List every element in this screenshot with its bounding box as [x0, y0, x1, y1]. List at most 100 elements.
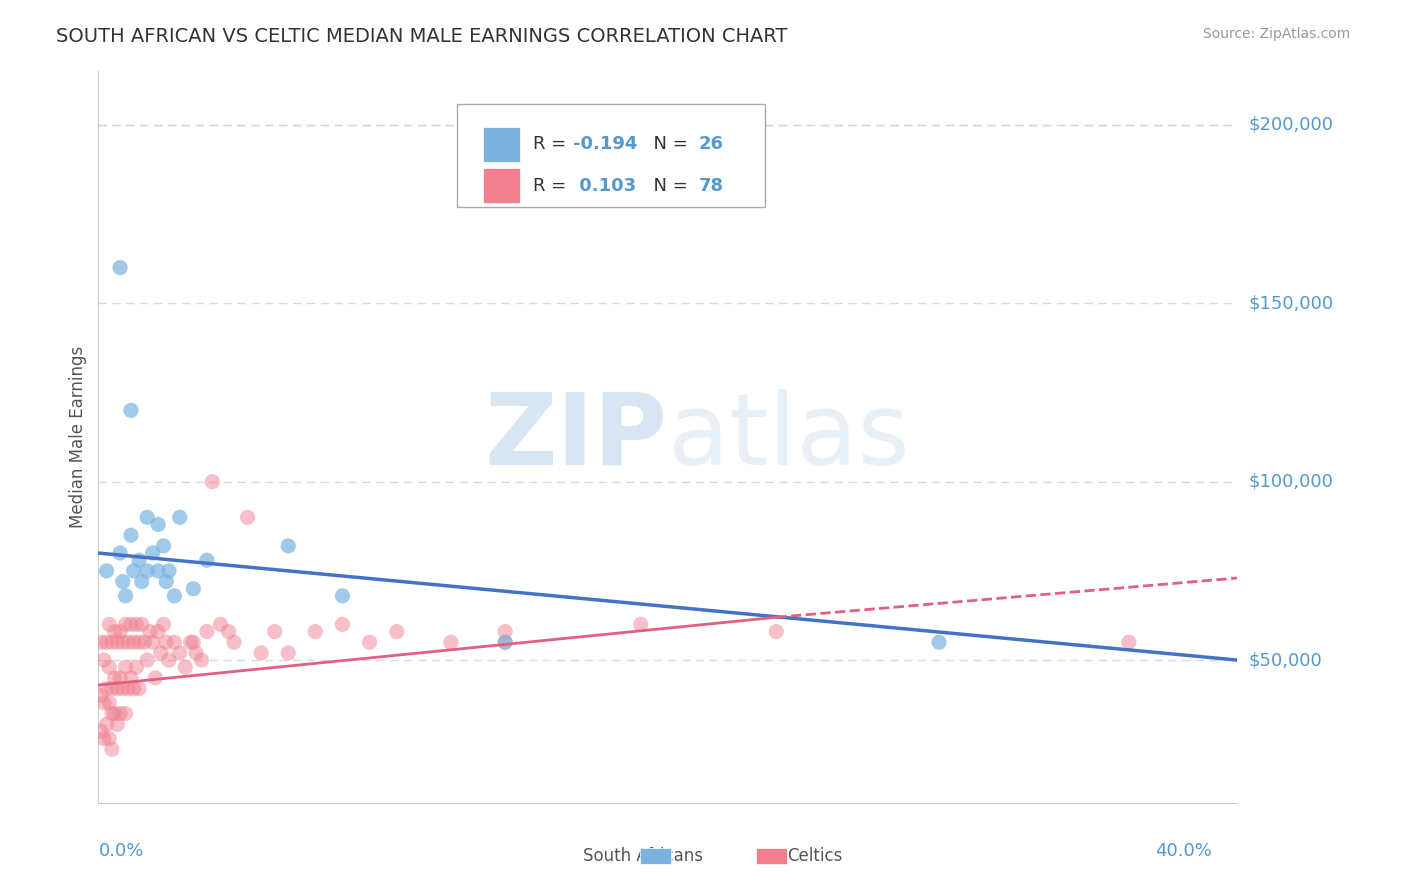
- Point: [146, 564, 169, 578]
- Point: [385, 624, 408, 639]
- Point: [277, 646, 299, 660]
- Point: [222, 635, 245, 649]
- Point: [236, 510, 259, 524]
- Point: [152, 617, 174, 632]
- Point: [96, 717, 118, 731]
- Point: [174, 660, 197, 674]
- Point: [108, 706, 131, 721]
- Point: [142, 635, 165, 649]
- Point: [139, 624, 162, 639]
- Point: [184, 646, 207, 660]
- Text: -0.194: -0.194: [574, 135, 638, 153]
- Point: [190, 653, 212, 667]
- Point: [218, 624, 240, 639]
- Point: [93, 653, 115, 667]
- Point: [114, 589, 136, 603]
- Point: [136, 564, 159, 578]
- Text: South Africans: South Africans: [583, 847, 703, 865]
- Point: [277, 539, 299, 553]
- Point: [96, 564, 118, 578]
- Point: [122, 681, 145, 696]
- Point: [142, 546, 165, 560]
- Point: [98, 660, 121, 674]
- Point: [209, 617, 232, 632]
- Point: [108, 260, 131, 275]
- Point: [332, 589, 354, 603]
- Text: $150,000: $150,000: [1249, 294, 1333, 312]
- Point: [90, 689, 112, 703]
- Point: [107, 717, 129, 731]
- Text: Celtics: Celtics: [787, 847, 842, 865]
- Text: ZIP: ZIP: [485, 389, 668, 485]
- Point: [440, 635, 463, 649]
- Point: [155, 635, 177, 649]
- Text: N =: N =: [641, 177, 693, 195]
- Text: 0.0%: 0.0%: [98, 842, 143, 860]
- Y-axis label: Median Male Earnings: Median Male Earnings: [69, 346, 87, 528]
- Point: [108, 624, 131, 639]
- Point: [108, 546, 131, 560]
- Point: [111, 635, 134, 649]
- Point: [128, 635, 150, 649]
- Text: $50,000: $50,000: [1249, 651, 1322, 669]
- Point: [169, 510, 191, 524]
- Point: [90, 724, 112, 739]
- Point: [93, 731, 115, 746]
- Point: [101, 742, 124, 756]
- Point: [93, 696, 115, 710]
- Point: [152, 539, 174, 553]
- Point: [114, 617, 136, 632]
- Point: [125, 617, 148, 632]
- Text: R =: R =: [533, 135, 572, 153]
- Point: [131, 574, 153, 589]
- Point: [104, 671, 127, 685]
- Point: [180, 635, 202, 649]
- Point: [98, 617, 121, 632]
- Point: [183, 582, 205, 596]
- Point: [114, 706, 136, 721]
- Point: [107, 681, 129, 696]
- Point: [263, 624, 285, 639]
- Point: [157, 653, 180, 667]
- Text: 26: 26: [699, 135, 724, 153]
- Point: [1118, 635, 1140, 649]
- FancyBboxPatch shape: [484, 127, 520, 161]
- Point: [98, 731, 121, 746]
- Point: [149, 646, 172, 660]
- Point: [120, 671, 142, 685]
- Point: [163, 589, 186, 603]
- Point: [111, 681, 134, 696]
- Point: [101, 681, 124, 696]
- Point: [128, 553, 150, 567]
- Point: [169, 646, 191, 660]
- Point: [494, 635, 516, 649]
- Point: [145, 671, 167, 685]
- Point: [120, 617, 142, 632]
- Point: [90, 635, 112, 649]
- Point: [120, 528, 142, 542]
- Point: [122, 564, 145, 578]
- Point: [195, 624, 218, 639]
- Point: [630, 617, 652, 632]
- Point: [183, 635, 205, 649]
- Text: atlas: atlas: [668, 389, 910, 485]
- Point: [136, 653, 159, 667]
- Point: [104, 706, 127, 721]
- Text: $100,000: $100,000: [1249, 473, 1333, 491]
- Point: [359, 635, 381, 649]
- Point: [928, 635, 950, 649]
- Text: SOUTH AFRICAN VS CELTIC MEDIAN MALE EARNINGS CORRELATION CHART: SOUTH AFRICAN VS CELTIC MEDIAN MALE EARN…: [56, 27, 787, 45]
- Point: [104, 624, 127, 639]
- Point: [134, 635, 156, 649]
- Point: [98, 696, 121, 710]
- Text: 0.103: 0.103: [574, 177, 637, 195]
- Point: [163, 635, 186, 649]
- Point: [494, 624, 516, 639]
- Text: R =: R =: [533, 177, 572, 195]
- Point: [494, 635, 516, 649]
- Point: [765, 624, 787, 639]
- Point: [120, 403, 142, 417]
- Point: [122, 635, 145, 649]
- Point: [96, 681, 118, 696]
- Point: [117, 635, 139, 649]
